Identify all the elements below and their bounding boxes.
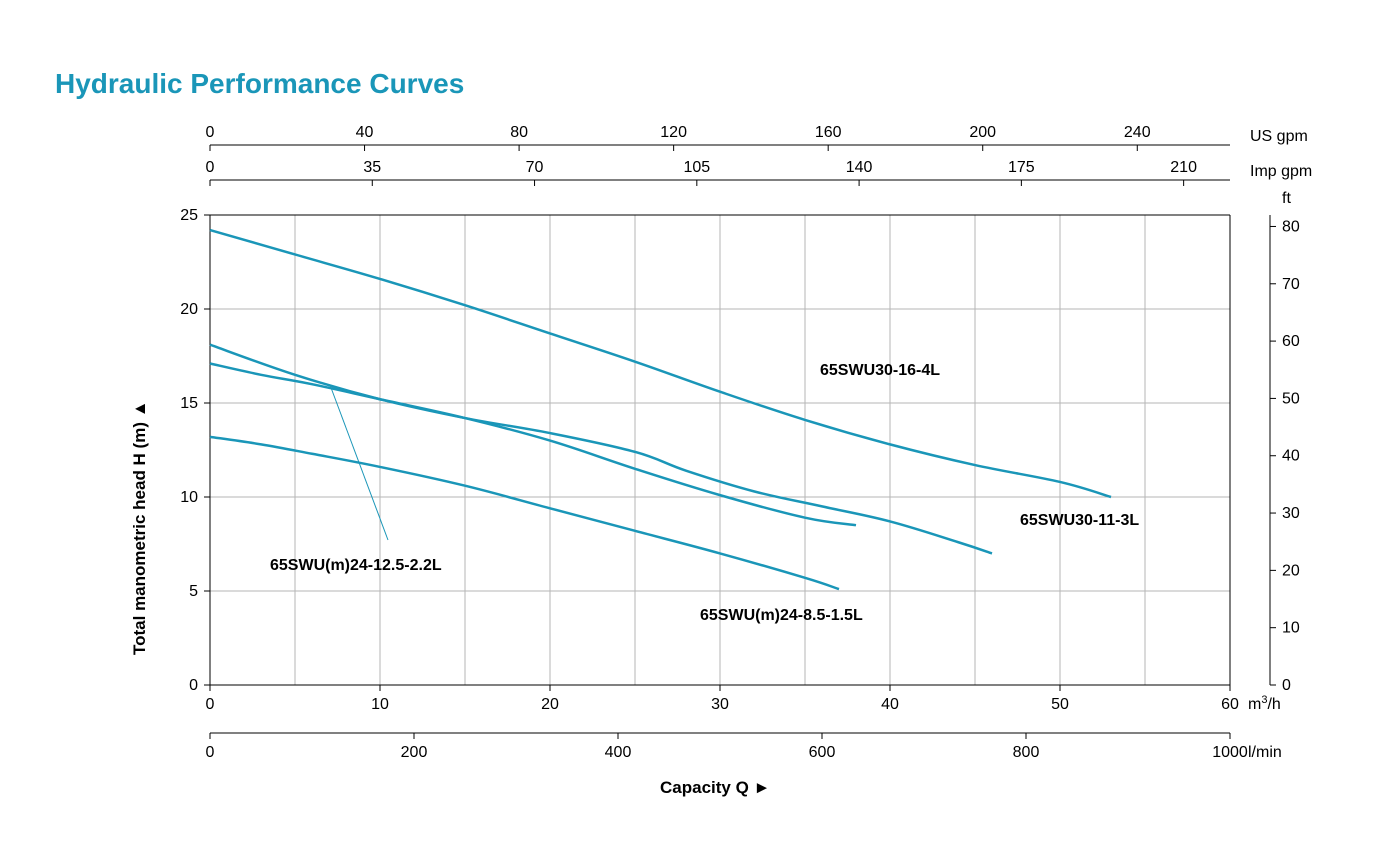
tick-lmin: 400: [605, 744, 632, 761]
tick-usgpm: 40: [356, 124, 374, 141]
tick-ft: 20: [1282, 562, 1300, 579]
tick-m3h: 40: [881, 696, 899, 713]
tick-ft: 0: [1282, 677, 1291, 694]
x-axis-label: Capacity Q ►: [660, 778, 770, 798]
series-label: 65SWU(m)24-8.5-1.5L: [700, 607, 863, 624]
tick-lmin: 200: [401, 744, 428, 761]
tick-impgpm: 175: [1008, 159, 1035, 176]
tick-ft: 50: [1282, 390, 1300, 407]
tick-m3h: 20: [541, 696, 559, 713]
series-label: 65SWU30-16-4L: [820, 362, 940, 379]
tick-lmin: 800: [1013, 744, 1040, 761]
tick-usgpm: 200: [969, 124, 996, 141]
tick-impgpm: 105: [683, 159, 710, 176]
tick-m: 25: [180, 207, 198, 224]
unit-lmin: l/min: [1248, 744, 1282, 761]
chart-svg: 04080120160200240US gpm03570105140175210…: [0, 0, 1400, 845]
series-label: 65SWU(m)24-12.5-2.2L: [270, 557, 442, 574]
unit-m3h: m3/h: [1248, 694, 1281, 713]
tick-usgpm: 120: [660, 124, 687, 141]
tick-impgpm: 70: [526, 159, 544, 176]
curve-65SWU(m)24-12.5-2.2L: [210, 364, 856, 526]
tick-m3h: 60: [1221, 696, 1239, 713]
tick-ft: 30: [1282, 505, 1300, 522]
tick-m3h: 50: [1051, 696, 1069, 713]
tick-impgpm: 140: [846, 159, 873, 176]
tick-m: 5: [189, 583, 198, 600]
tick-m3h: 30: [711, 696, 729, 713]
tick-ft: 40: [1282, 448, 1300, 465]
tick-m: 0: [189, 677, 198, 694]
tick-lmin: 600: [809, 744, 836, 761]
tick-impgpm: 210: [1170, 159, 1197, 176]
unit-impgpm: Imp gpm: [1250, 163, 1312, 180]
y-axis-label: Total manometric head H (m) ▲: [130, 400, 150, 655]
tick-usgpm: 240: [1124, 124, 1151, 141]
tick-m3h: 0: [206, 696, 215, 713]
tick-ft: 70: [1282, 276, 1300, 293]
tick-usgpm: 160: [815, 124, 842, 141]
tick-usgpm: 0: [206, 124, 215, 141]
tick-ft: 10: [1282, 620, 1300, 637]
curve-65SWU30-16-4L: [210, 230, 1111, 497]
series-label: 65SWU30-11-3L: [1020, 512, 1139, 529]
tick-impgpm: 35: [363, 159, 381, 176]
tick-usgpm: 80: [510, 124, 528, 141]
tick-m: 15: [180, 395, 198, 412]
tick-lmin: 1000: [1212, 744, 1248, 761]
tick-ft: 80: [1282, 218, 1300, 235]
tick-m: 10: [180, 489, 198, 506]
tick-impgpm: 0: [206, 159, 215, 176]
tick-lmin: 0: [206, 744, 215, 761]
unit-usgpm: US gpm: [1250, 128, 1308, 145]
tick-m3h: 10: [371, 696, 389, 713]
tick-ft: 60: [1282, 333, 1300, 350]
unit-ft: ft: [1282, 190, 1291, 207]
tick-m: 20: [180, 301, 198, 318]
